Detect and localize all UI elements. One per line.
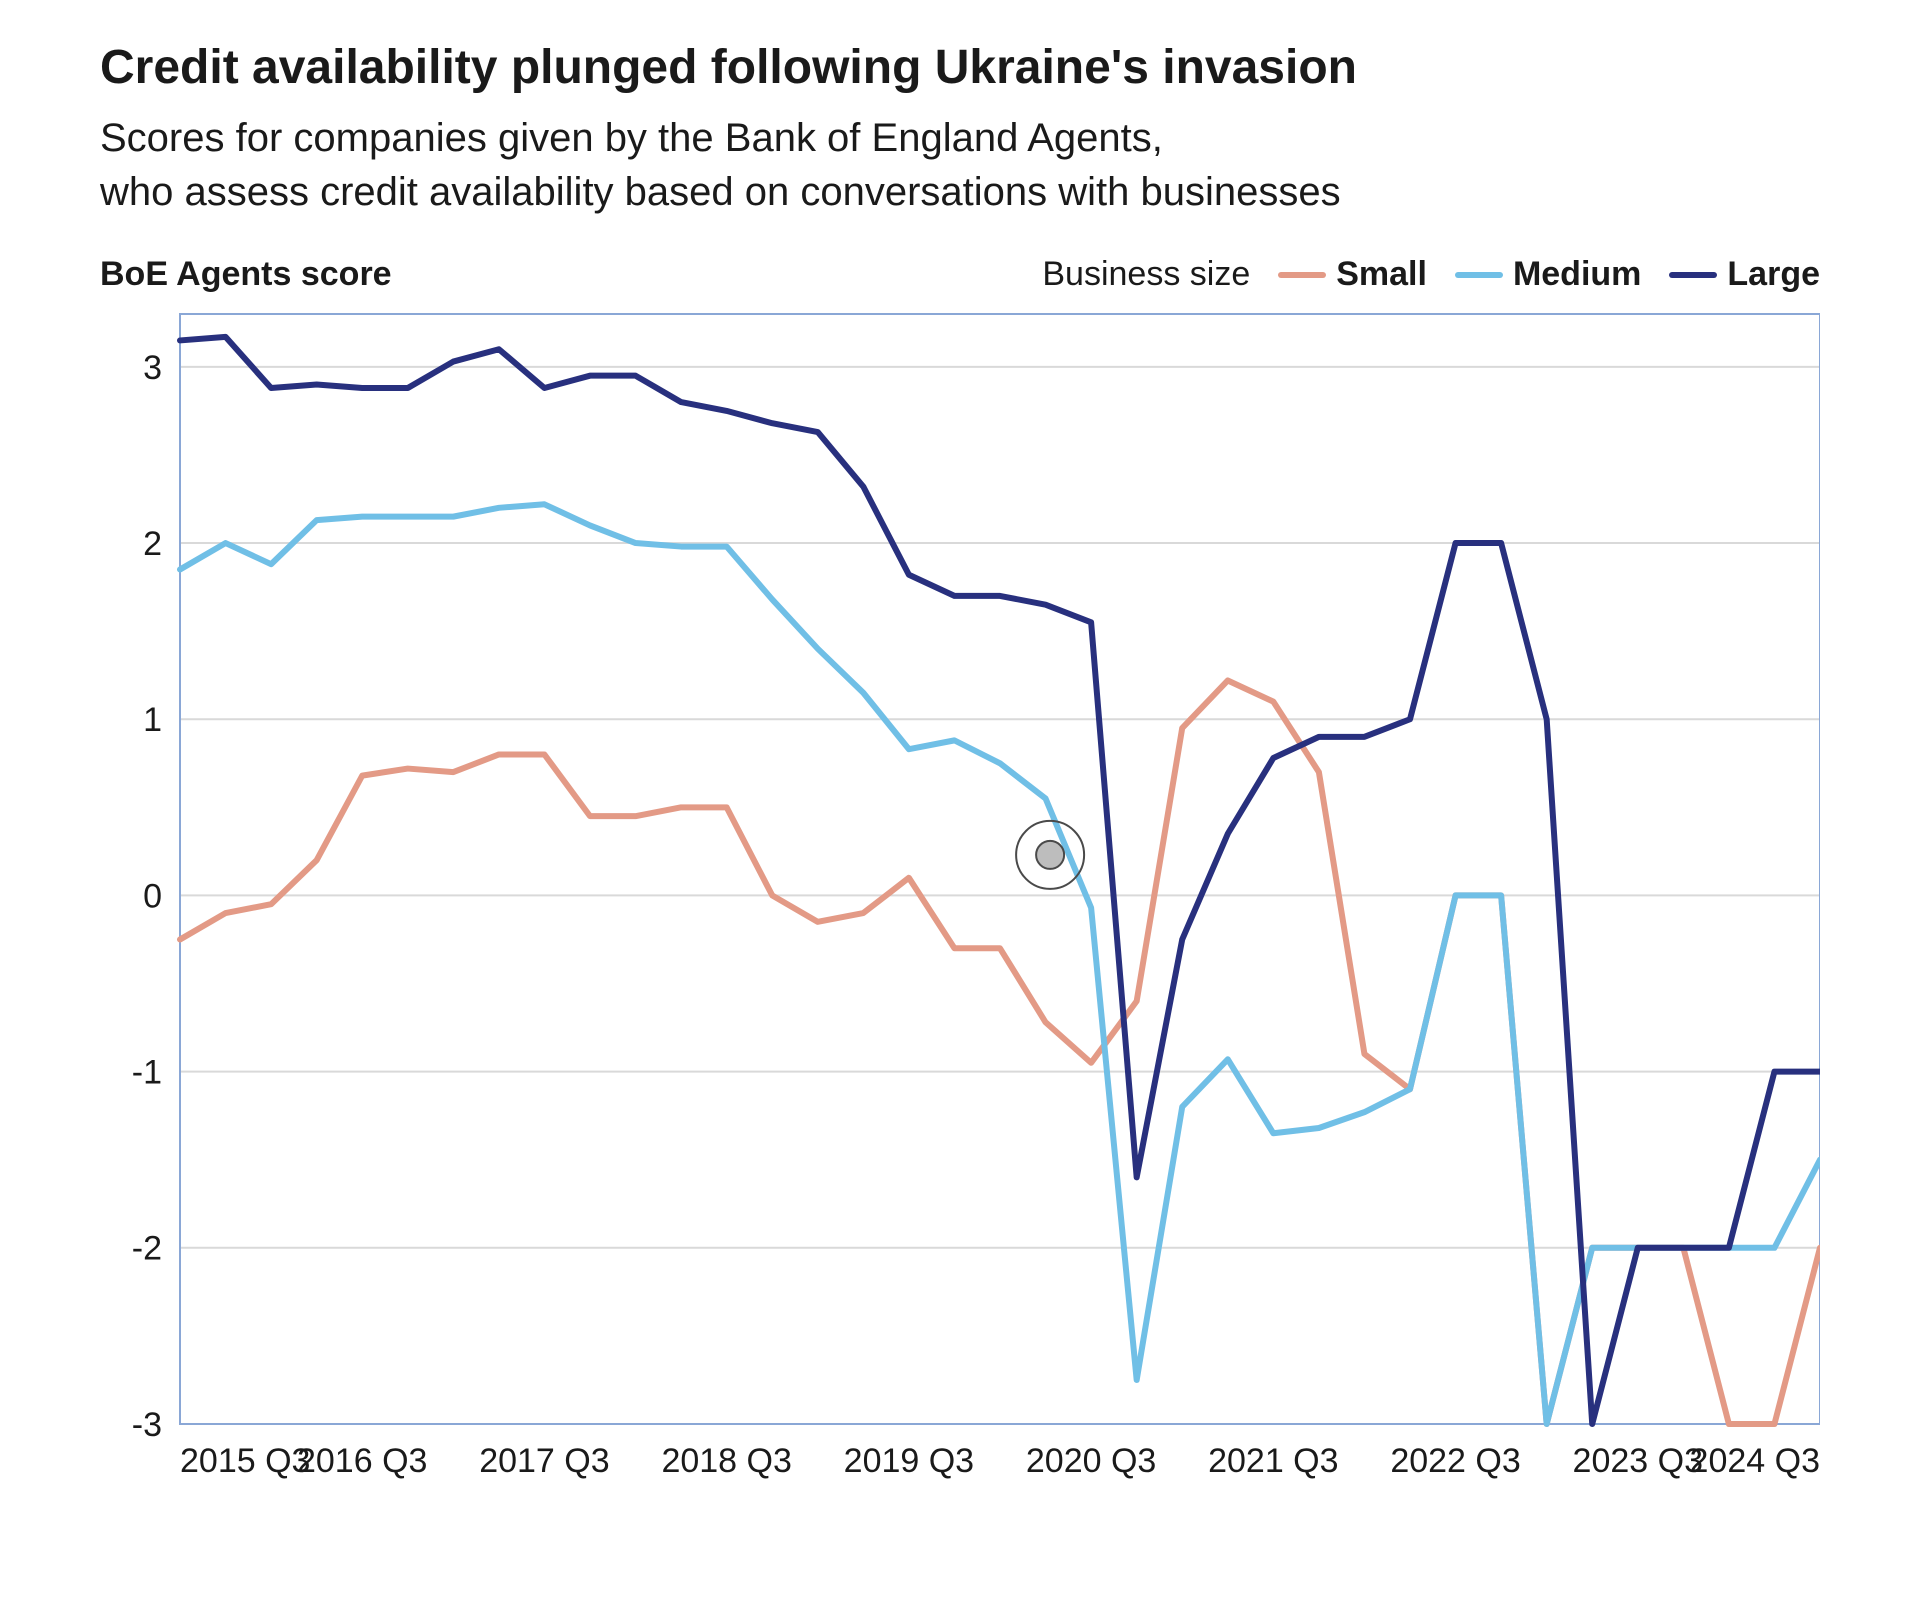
series-line-large [180, 337, 1820, 1424]
x-tick-label: 2021 Q3 [1208, 1442, 1338, 1480]
x-tick-label: 2017 Q3 [479, 1442, 609, 1480]
y-tick-label: 0 [143, 878, 162, 916]
chart-title: Credit availability plunged following Uk… [100, 40, 1820, 95]
y-tick-label: 3 [143, 349, 162, 387]
legend-swatch-medium [1455, 272, 1503, 278]
subtitle-line-2: who assess credit availability based on … [100, 170, 1341, 214]
subtitle-line-1: Scores for companies given by the Bank o… [100, 116, 1163, 160]
legend-item-medium: Medium [1455, 255, 1641, 294]
x-tick-label: 2015 Q3 [180, 1442, 310, 1480]
x-tick-label: 2022 Q3 [1390, 1442, 1520, 1480]
y-tick-label: 2 [143, 525, 162, 563]
x-tick-label: 2018 Q3 [661, 1442, 791, 1480]
legend-label-small: Small [1336, 255, 1427, 294]
y-tick-label: -2 [132, 1230, 162, 1268]
legend-label-medium: Medium [1513, 255, 1641, 294]
line-chart: -3 -2 -1 0 1 2 3 2015 Q32016 Q3 2017 Q3 2018 Q3 20… [100, 304, 1820, 1484]
legend-label-large: Large [1727, 255, 1820, 294]
y-tick-label: -1 [132, 1054, 162, 1092]
x-tick-label: 2019 Q3 [844, 1442, 974, 1480]
y-tick-label: -3 [132, 1406, 162, 1444]
x-tick-label: 2020 Q3 [1026, 1442, 1156, 1480]
legend-item-small: Small [1278, 255, 1427, 294]
cursor-indicator [1016, 821, 1084, 889]
series-line-medium [180, 504, 1820, 1424]
chart-subtitle: Scores for companies given by the Bank o… [100, 111, 1820, 219]
x-tick-label: 2024 Q3 [1690, 1442, 1820, 1480]
legend-title: Business size [1042, 255, 1250, 294]
legend-swatch-large [1669, 272, 1717, 278]
legend: Business size Small Medium Large [1042, 255, 1820, 294]
legend-swatch-small [1278, 272, 1326, 278]
legend-item-large: Large [1669, 255, 1820, 294]
chart-area: -3 -2 -1 0 1 2 3 2015 Q32016 Q3 2017 Q3 2018 Q3 20… [100, 304, 1820, 1484]
x-tick-label: 2016 Q3 [297, 1442, 427, 1480]
y-tick-label: 1 [143, 701, 162, 739]
y-axis-title: BoE Agents score [100, 255, 392, 294]
x-tick-label: 2023 Q3 [1573, 1442, 1703, 1480]
